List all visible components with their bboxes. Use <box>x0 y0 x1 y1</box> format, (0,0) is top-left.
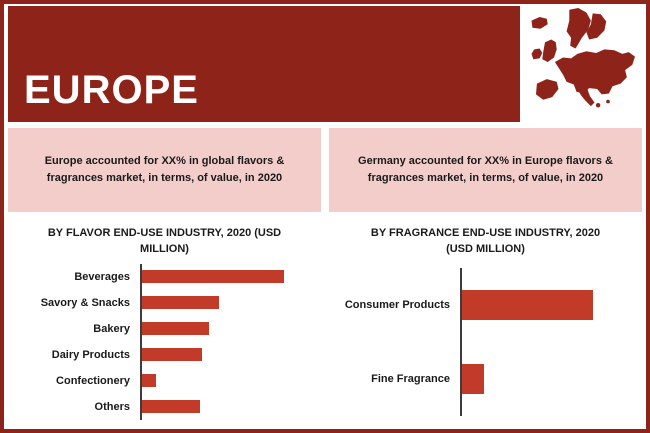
header-banner: EUROPE <box>8 6 520 122</box>
charts-row: Beverages Savory & Snacks Bakery Dairy Prod… <box>8 262 642 425</box>
bar-row: Consumer Products <box>332 267 642 342</box>
bar-row: Fine Fragrance <box>332 341 642 416</box>
bar <box>142 374 157 387</box>
bar <box>142 348 202 361</box>
bar <box>142 270 284 283</box>
bar-track <box>140 393 318 420</box>
category-label: Consumer Products <box>344 298 450 311</box>
bar-row: Dairy Products <box>8 341 318 368</box>
bar-row: Others <box>8 393 318 420</box>
europe-map-icon <box>520 6 642 122</box>
bar-track <box>140 315 318 342</box>
category-label: Savory & Snacks <box>40 296 130 309</box>
highlight-europe-text: Europe accounted for XX% in global flavo… <box>44 154 285 184</box>
bar-track <box>460 267 642 342</box>
bar <box>462 289 594 320</box>
bar <box>142 400 201 413</box>
category-label: Confectionery <box>56 374 130 387</box>
highlight-europe: Europe accounted for XX% in global flavo… <box>8 128 321 212</box>
bar-track <box>140 263 318 290</box>
category-label: Dairy Products <box>51 348 130 361</box>
bar-track <box>140 367 318 394</box>
bar-row: Beverages <box>8 263 318 290</box>
chart-titles-row: BY FLAVOR END-USE INDUSTRY, 2020 (USD MI… <box>8 220 642 260</box>
bar-row: Savory & Snacks <box>8 289 318 316</box>
bar-row: Confectionery <box>8 367 318 394</box>
flavor-bar-chart: Beverages Savory & Snacks Bakery Dairy Prod… <box>8 262 318 421</box>
category-label: Bakery <box>93 322 130 335</box>
bar-track <box>140 289 318 316</box>
bar <box>142 322 209 335</box>
header-row: EUROPE <box>8 6 642 122</box>
highlight-row: Europe accounted for XX% in global flavo… <box>8 128 642 212</box>
page-title: EUROPE <box>24 68 199 112</box>
category-label: Fine Fragrance <box>371 372 450 385</box>
bar-track <box>460 341 642 416</box>
highlight-germany-text: Germany accounted for XX% in Europe flav… <box>358 154 613 184</box>
chart-title-flavor: BY FLAVOR END-USE INDUSTRY, 2020 (USD MI… <box>47 227 282 255</box>
bar-row: Bakery <box>8 315 318 342</box>
chart-title-fragrance: BY FRAGRANCE END-USE INDUSTRY, 2020 (USD… <box>370 227 601 255</box>
bar <box>462 363 485 394</box>
bar <box>142 296 219 309</box>
fragrance-bar-chart: Consumer Products Fine Fragrance <box>332 262 642 421</box>
bar-track <box>140 341 318 368</box>
highlight-germany: Germany accounted for XX% in Europe flav… <box>329 128 642 212</box>
category-label: Beverages <box>74 270 130 283</box>
category-label: Others <box>94 400 130 413</box>
